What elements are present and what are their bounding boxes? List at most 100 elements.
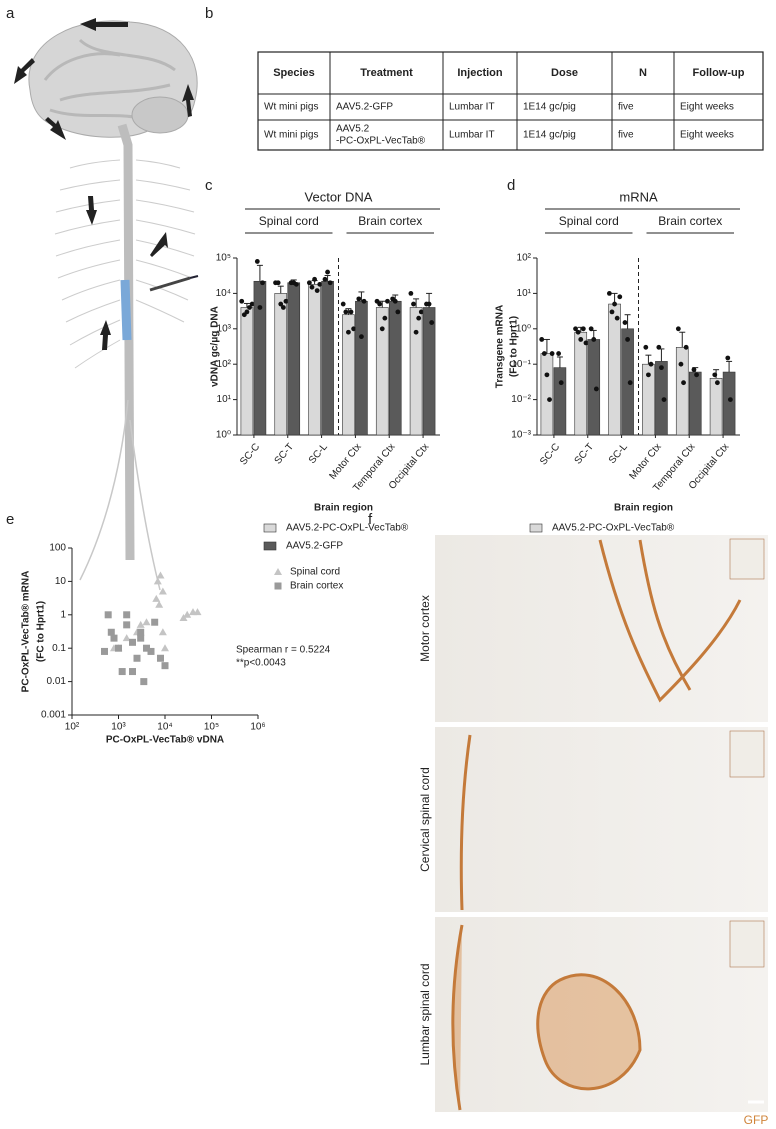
y-tick-label: 0.01 (47, 676, 67, 687)
x-tick-label: SC-L (607, 441, 630, 466)
data-point (257, 305, 263, 310)
data-point (614, 315, 620, 321)
data-point (395, 309, 401, 315)
scatter-point (193, 608, 202, 616)
scatter-point (158, 587, 167, 595)
data-point (377, 301, 383, 307)
panel-label: e (6, 511, 14, 528)
data-point (583, 340, 589, 346)
data-point (656, 344, 662, 350)
data-point (694, 372, 699, 378)
data-point (283, 298, 289, 304)
data-point (573, 326, 578, 332)
data-point (575, 329, 581, 335)
y-axis-label: (FC to Hprt1) (36, 601, 47, 662)
table-header: N (639, 67, 647, 79)
panel-label: f (368, 511, 373, 528)
scatter-point (161, 662, 169, 670)
annotation: **p<0.0043 (236, 658, 286, 669)
scatter-point (123, 621, 131, 629)
x-tick-label: Motor Ctx (627, 442, 663, 482)
y-axis-label: (FC to Hprt1) (509, 316, 520, 377)
y-tick-label: 100 (49, 543, 66, 554)
data-point (580, 326, 586, 332)
group-label: Brain cortex (658, 214, 722, 228)
scatter-point (101, 647, 109, 655)
bar (608, 303, 621, 436)
data-point (625, 337, 630, 342)
table-cell: AAV5.2 (336, 124, 370, 135)
table-header: Treatment (360, 67, 413, 79)
x-axis-label: Brain region (614, 503, 673, 514)
data-point (260, 280, 265, 286)
table-cell: Wt mini pigs (264, 130, 318, 141)
data-point (247, 305, 252, 310)
table-header: Species (273, 67, 315, 79)
y-axis-label: PC-OxPL-VecTab® mRNA (21, 571, 32, 693)
scatter-point (151, 618, 159, 626)
x-tick-label: 10⁴ (157, 722, 172, 733)
bar (240, 307, 254, 436)
data-point (683, 344, 689, 350)
scatter-point (118, 668, 126, 676)
bar (422, 307, 436, 436)
inset (729, 730, 765, 778)
bar (675, 347, 689, 436)
data-point (278, 301, 284, 307)
bar (574, 331, 588, 436)
data-point (325, 269, 330, 275)
data-point (612, 301, 617, 307)
x-tick-label: SC-T (273, 442, 296, 467)
table-cell: five (618, 102, 634, 113)
data-point (429, 320, 435, 325)
data-point (293, 281, 299, 287)
data-point (340, 301, 346, 307)
legend-label: AAV5.2-PC-OxPL-VecTab® (286, 523, 409, 534)
legend-label: AAV5.2-PC-OxPL-VecTab® (552, 523, 675, 534)
data-point (609, 309, 615, 315)
group-label: Brain cortex (358, 214, 422, 228)
y-axis-label: vDNA gc/μg DNA (210, 306, 221, 387)
scatter-point (156, 654, 164, 662)
y-tick-label: 10⁻¹ (511, 359, 531, 370)
scatter-point (153, 577, 162, 585)
data-point (593, 386, 599, 392)
data-point (648, 361, 654, 367)
scatter-point (104, 611, 112, 619)
data-point (314, 288, 320, 293)
table-cell: Wt mini pigs (264, 102, 318, 113)
data-point (691, 367, 697, 373)
data-point (675, 326, 681, 332)
scatter-point (123, 611, 131, 619)
bar (540, 353, 554, 436)
data-point (312, 276, 317, 282)
data-point (275, 280, 281, 286)
legend-swatch (529, 523, 543, 533)
data-point (309, 284, 315, 290)
scatter-point (137, 628, 145, 636)
image-label: Cervical spinal cord (418, 767, 432, 872)
data-point (549, 351, 555, 356)
table-header: Dose (551, 67, 578, 79)
scatter-point (140, 678, 148, 686)
data-point (411, 301, 416, 307)
y-tick-label: 10⁵ (216, 253, 231, 264)
group-label: Spinal cord (559, 214, 619, 228)
data-point (359, 334, 364, 340)
scatter-point (136, 620, 145, 628)
data-point (617, 294, 623, 300)
data-point (249, 301, 255, 307)
data-point (725, 355, 731, 361)
histology-image (435, 535, 768, 722)
data-point (544, 372, 550, 378)
data-point (661, 397, 667, 402)
scatter-point (137, 634, 145, 642)
table-cell: Eight weeks (680, 102, 734, 113)
data-point (322, 276, 328, 282)
data-point (558, 380, 564, 386)
chart-title: Vector DNA (305, 189, 373, 204)
scatter-point (158, 628, 167, 636)
data-point (416, 315, 422, 321)
scatter-point (115, 644, 122, 652)
y-tick-label: 10 (55, 576, 67, 587)
